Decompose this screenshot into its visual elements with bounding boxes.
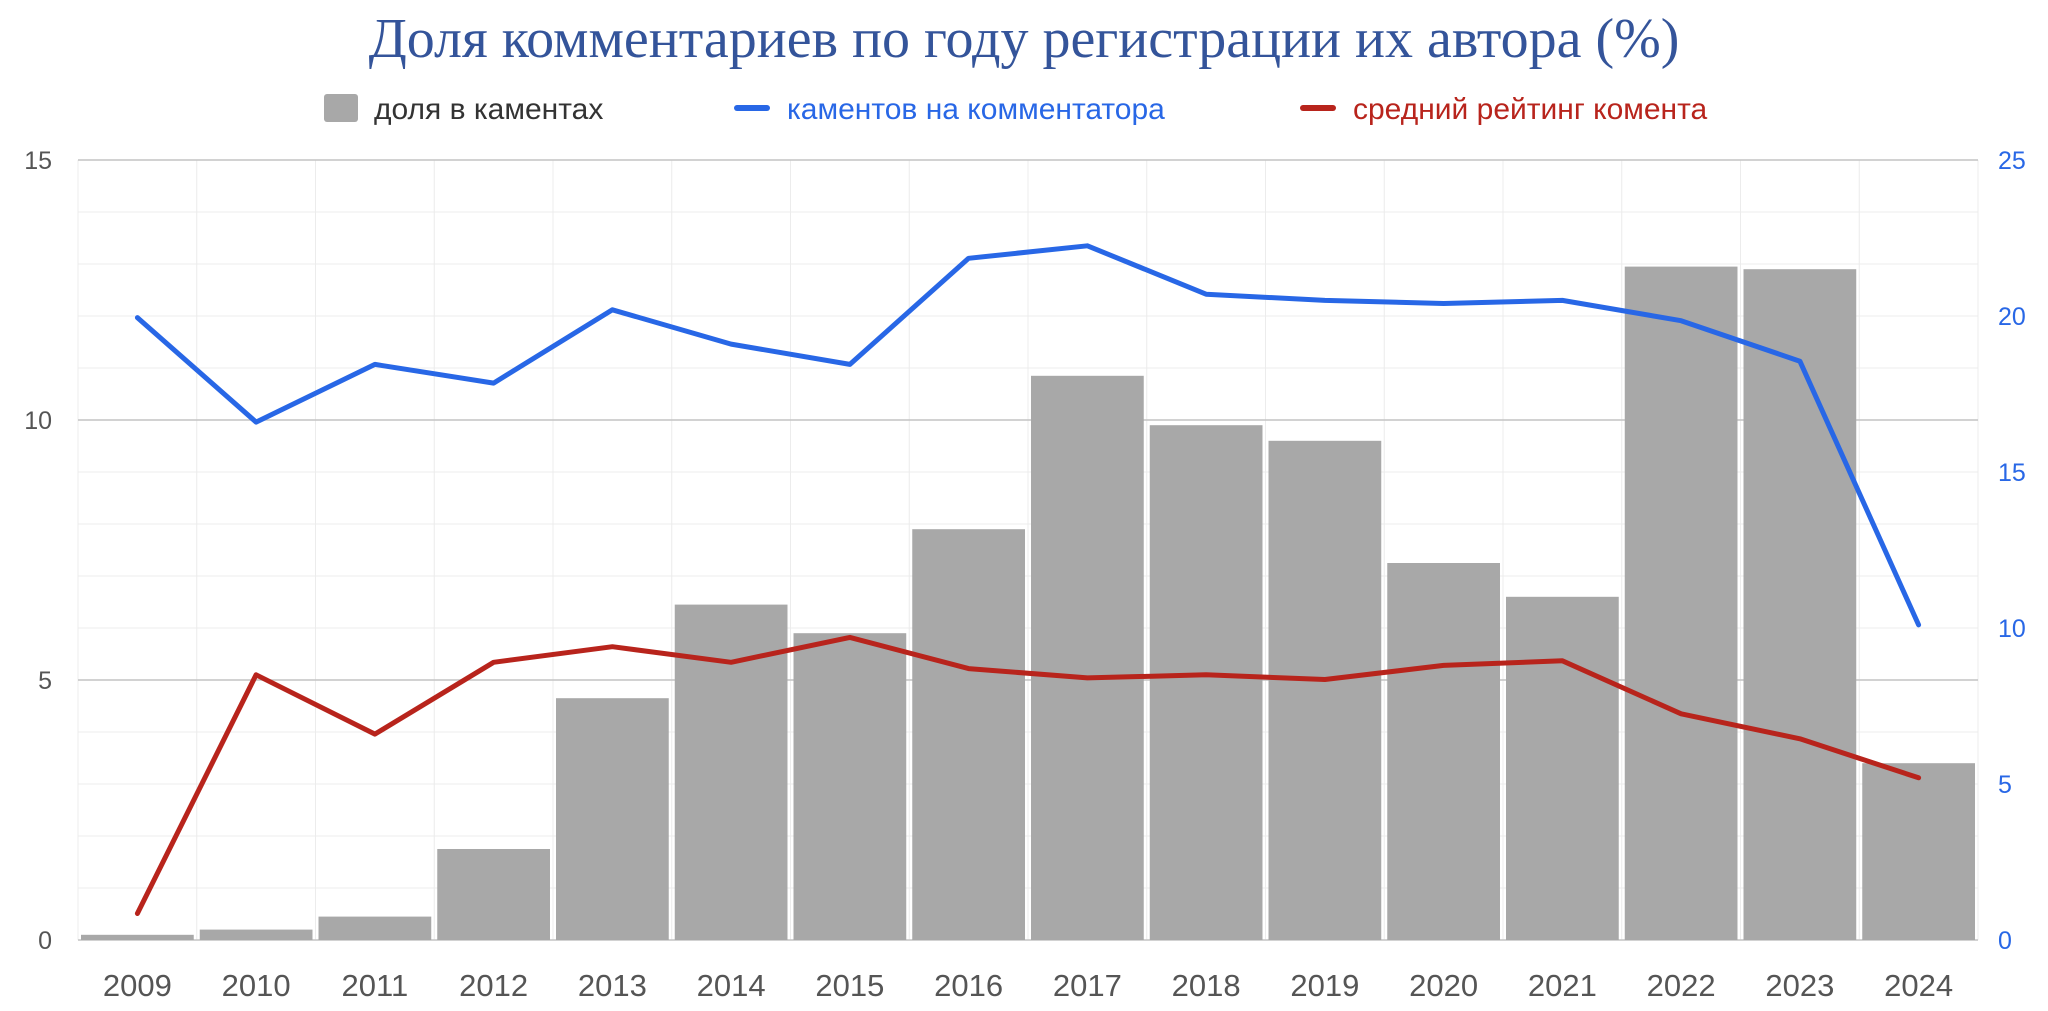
series-1-point-2023 bbox=[1798, 359, 1802, 363]
right-tick-label: 25 bbox=[1998, 147, 2026, 175]
series-1-point-2009 bbox=[135, 316, 139, 320]
x-tick-label: 2016 bbox=[934, 968, 1003, 1003]
bar-2016 bbox=[912, 529, 1025, 940]
series-2-point-2013 bbox=[610, 645, 614, 649]
series-1-point-2013 bbox=[610, 308, 614, 312]
bar-2015 bbox=[793, 633, 907, 940]
x-tick-label: 2023 bbox=[1765, 968, 1834, 1003]
x-tick-label: 2018 bbox=[1172, 968, 1241, 1003]
x-tick-label: 2009 bbox=[103, 968, 172, 1003]
legend-label: средний рейтинг комента bbox=[1353, 93, 1708, 126]
series-1-point-2010 bbox=[254, 420, 258, 424]
series-2-point-2014 bbox=[729, 660, 733, 664]
legend-swatch bbox=[324, 94, 358, 122]
series-1-point-2012 bbox=[492, 381, 496, 385]
x-tick-label: 2014 bbox=[697, 968, 766, 1003]
series-1-point-2020 bbox=[1442, 302, 1446, 306]
bar-2012 bbox=[437, 849, 550, 940]
series-2-point-2009 bbox=[135, 911, 139, 915]
series-2-point-2023 bbox=[1798, 737, 1802, 741]
bar-2022 bbox=[1624, 266, 1738, 941]
right-tick-label: 0 bbox=[1998, 927, 2012, 955]
axes-layer: 0 5 10 15 0 5 10 15 20 25 2009 2010 2011 2012 2013 2014… bbox=[24, 147, 2026, 1003]
bar-2010 bbox=[199, 929, 313, 940]
right-tick-label: 20 bbox=[1998, 303, 2026, 331]
legend-item-3: средний рейтинг комента bbox=[1300, 93, 1708, 126]
series-1-point-2021 bbox=[1560, 298, 1564, 302]
right-tick-label: 5 bbox=[1998, 771, 2012, 799]
left-tick-label: 15 bbox=[24, 147, 52, 175]
series-2-point-2012 bbox=[492, 660, 496, 664]
chart-title: Доля комментариев по году регистрации их… bbox=[368, 8, 1680, 70]
left-tick-label: 10 bbox=[24, 407, 52, 435]
bar-2009 bbox=[81, 934, 194, 940]
legend-label: каментов на комментатора bbox=[787, 93, 1165, 126]
series-1-point-2017 bbox=[1085, 244, 1089, 248]
series-2-point-2010 bbox=[254, 673, 258, 677]
bar-2017 bbox=[1031, 375, 1144, 940]
series-2-point-2016 bbox=[967, 667, 971, 671]
x-tick-label: 2012 bbox=[459, 968, 528, 1003]
legend-layer: доля в каментах каментов на комментатора с… bbox=[324, 93, 1708, 126]
series-2-point-2020 bbox=[1442, 663, 1446, 667]
series-line-2 bbox=[134, 634, 1922, 916]
bar-2018 bbox=[1149, 425, 1263, 940]
left-tick-label: 0 bbox=[38, 927, 52, 955]
legend-item-2: каментов на комментатора bbox=[734, 93, 1165, 126]
bar-2021 bbox=[1506, 596, 1619, 940]
series-1-point-2018 bbox=[1204, 292, 1208, 296]
x-tick-label: 2024 bbox=[1884, 968, 1953, 1003]
x-tick-label: 2011 bbox=[342, 968, 409, 1003]
series-2-point-2018 bbox=[1204, 673, 1208, 677]
x-tick-label: 2021 bbox=[1528, 968, 1597, 1003]
lines-layer bbox=[134, 243, 1922, 916]
series-1-point-2022 bbox=[1679, 319, 1683, 323]
series-line-1 bbox=[134, 243, 1922, 628]
series-2-point-2024 bbox=[1917, 776, 1921, 780]
series-2-point-2021 bbox=[1560, 659, 1564, 663]
series-1-point-2014 bbox=[729, 342, 733, 346]
series-1-point-2016 bbox=[967, 256, 971, 260]
series-2-point-2015 bbox=[848, 635, 852, 639]
series-1-point-2019 bbox=[1323, 298, 1327, 302]
series-2-point-2022 bbox=[1679, 712, 1683, 716]
bar-2019 bbox=[1268, 440, 1382, 940]
legend-item-1: доля в каментах bbox=[324, 93, 603, 126]
right-tick-label: 15 bbox=[1998, 459, 2026, 487]
series-1-point-2015 bbox=[848, 362, 852, 366]
series-2-point-2019 bbox=[1323, 677, 1327, 681]
x-tick-label: 2022 bbox=[1647, 968, 1716, 1003]
bar-2011 bbox=[318, 916, 432, 940]
x-tick-label: 2015 bbox=[815, 968, 884, 1003]
x-tick-label: 2013 bbox=[578, 968, 647, 1003]
x-tick-label: 2017 bbox=[1053, 968, 1122, 1003]
x-tick-label: 2020 bbox=[1409, 968, 1478, 1003]
series-2-point-2011 bbox=[373, 732, 377, 736]
bar-2023 bbox=[1743, 269, 1857, 940]
left-tick-label: 5 bbox=[38, 667, 52, 695]
series-1-point-2024 bbox=[1917, 623, 1921, 627]
legend-label: доля в каментах bbox=[374, 93, 603, 126]
right-tick-label: 10 bbox=[1998, 615, 2026, 643]
series-1-point-2011 bbox=[373, 362, 377, 366]
x-tick-label: 2019 bbox=[1290, 968, 1359, 1003]
bar-2024 bbox=[1862, 763, 1975, 940]
bars-layer bbox=[81, 266, 1975, 941]
bar-2020 bbox=[1387, 563, 1500, 940]
x-tick-label: 2010 bbox=[222, 968, 291, 1003]
bar-2013 bbox=[556, 698, 669, 940]
series-2-point-2017 bbox=[1085, 676, 1089, 680]
